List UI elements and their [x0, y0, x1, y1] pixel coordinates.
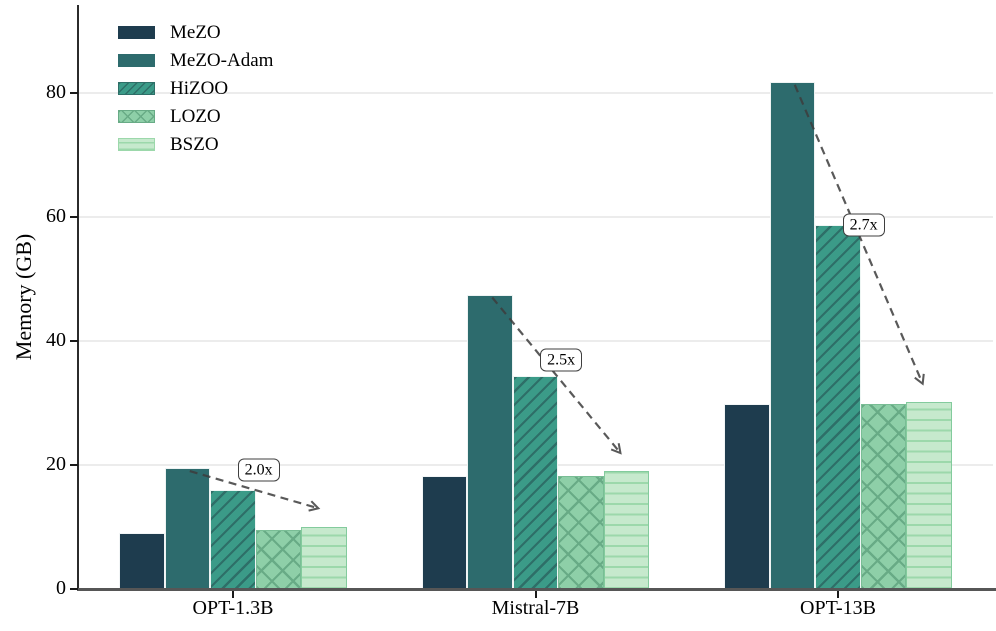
- legend-swatch-HiZOO: [118, 82, 155, 95]
- x-tick-label-OPT-13B: OPT-13B: [800, 597, 876, 619]
- legend-swatch-MeZO-Adam: [118, 54, 155, 67]
- y-tick-mark: [70, 588, 78, 590]
- y-axis-spine: [77, 5, 79, 590]
- bar-MeZO-Adam-Mistral-7B: [467, 294, 513, 589]
- y-tick-label: 60: [46, 205, 66, 228]
- y-tick-mark: [70, 464, 78, 466]
- y-tick-mark: [70, 340, 78, 342]
- y-tick-mark: [70, 216, 78, 218]
- legend-swatch-BSZO: [118, 138, 155, 151]
- y-tick-label: 20: [46, 453, 66, 476]
- bar-BSZO-Mistral-7B: [603, 471, 650, 589]
- bar-BSZO-OPT-1.3B: [301, 527, 347, 589]
- x-tick-label-OPT-1.3B: OPT-1.3B: [192, 597, 274, 619]
- legend-item-LOZO: LOZO: [118, 106, 273, 127]
- legend-label: HiZOO: [170, 78, 229, 99]
- bar-LOZO-Mistral-7B: [558, 475, 604, 589]
- legend-label: LOZO: [170, 106, 221, 127]
- legend-item-HiZOO: HiZOO: [118, 78, 273, 99]
- bar-MeZO-Adam-OPT-13B: [769, 81, 816, 589]
- legend-item-BSZO: BSZO: [118, 134, 273, 155]
- annotation-2.5x: 2.5x: [540, 348, 583, 372]
- gridline: [78, 216, 993, 218]
- bar-MeZO-OPT-1.3B: [119, 533, 165, 589]
- x-tick-label-Mistral-7B: Mistral-7B: [491, 597, 580, 619]
- legend-swatch-LOZO: [118, 110, 155, 123]
- reduction-arrow-2.0x: [189, 470, 321, 512]
- legend-label: MeZO: [170, 22, 221, 43]
- legend-item-MeZO: MeZO: [118, 22, 273, 43]
- legend-label: BSZO: [170, 134, 219, 155]
- reduction-arrow-2.5x: [491, 296, 622, 455]
- annotation-2.0x: 2.0x: [237, 458, 280, 482]
- gridline: [78, 92, 993, 94]
- bar-HiZOO-OPT-1.3B: [210, 490, 256, 589]
- bar-LOZO-OPT-1.3B: [255, 530, 302, 589]
- bar-BSZO-OPT-13B: [906, 401, 952, 589]
- bar-HiZOO-OPT-13B: [815, 225, 861, 589]
- x-tick-mark: [837, 591, 839, 598]
- x-axis-spine: [77, 588, 996, 591]
- bar-LOZO-OPT-13B: [860, 403, 907, 589]
- y-tick-mark: [70, 92, 78, 94]
- bar-HiZOO-Mistral-7B: [512, 375, 559, 589]
- y-tick-label: 80: [46, 81, 66, 104]
- bar-MeZO-Adam-OPT-1.3B: [164, 468, 211, 589]
- legend-label: MeZO-Adam: [170, 50, 274, 71]
- annotation-2.7x: 2.7x: [842, 213, 885, 237]
- legend: MeZO MeZO-Adam HiZOO LOZO BSZO: [118, 22, 274, 155]
- x-tick-mark: [232, 591, 234, 598]
- legend-swatch-MeZO: [118, 26, 155, 39]
- y-tick-label: 40: [46, 329, 66, 352]
- x-tick-mark: [534, 591, 537, 598]
- y-tick-label: 0: [56, 577, 66, 600]
- legend-item-MeZO-Adam: MeZO-Adam: [118, 50, 274, 71]
- gridline: [78, 340, 993, 342]
- bar-MeZO-Mistral-7B: [421, 476, 468, 589]
- bar-MeZO-OPT-13B: [724, 403, 770, 589]
